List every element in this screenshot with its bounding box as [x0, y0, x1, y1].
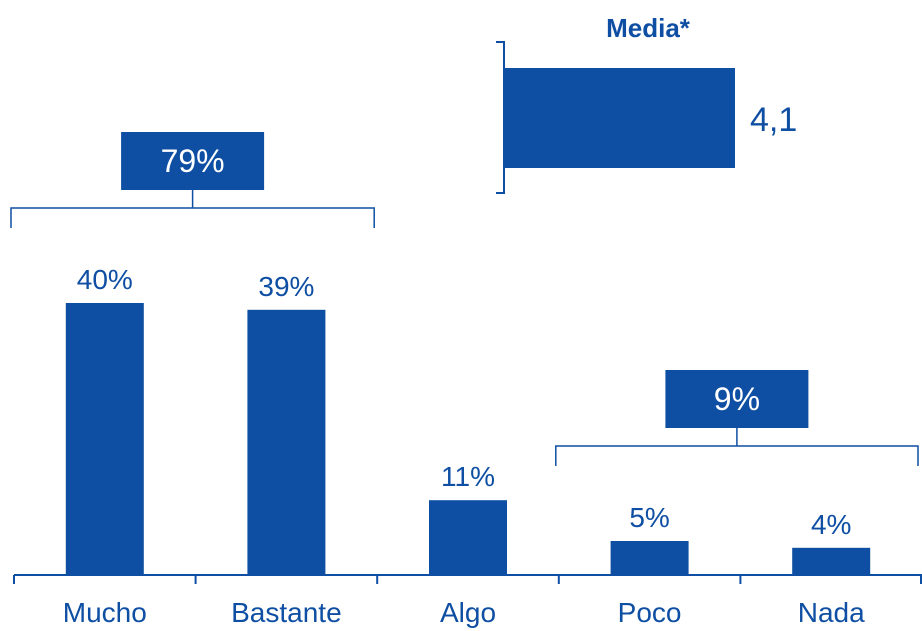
summary-bracket — [496, 41, 505, 194]
group-bracket — [555, 445, 919, 466]
bar-algo — [429, 500, 507, 575]
bar-bastante — [247, 309, 326, 575]
bars: 40% 39% 11% 5% 4% — [65, 264, 871, 575]
group-label: 79% — [161, 143, 225, 179]
summary-value-label: 4,1 — [750, 101, 797, 139]
data-label: 4% — [811, 509, 851, 540]
bar-poco — [610, 541, 689, 575]
category-label: Poco — [618, 597, 682, 628]
group-brackets: 79% 9% — [10, 132, 919, 466]
group-label: 9% — [714, 381, 760, 417]
category-label: Mucho — [63, 597, 147, 628]
group-label-box — [121, 132, 265, 190]
data-label: 5% — [629, 502, 669, 533]
category-label: Nada — [798, 597, 865, 628]
bar-nada — [792, 547, 871, 575]
summary-title: Media* — [606, 13, 691, 43]
summary-bar — [503, 68, 735, 168]
category-label: Algo — [440, 597, 496, 628]
data-label: 40% — [77, 264, 133, 295]
group-bracket — [10, 207, 375, 228]
x-axis: Mucho Bastante Algo Poco Nada — [13, 574, 922, 628]
data-label: 11% — [441, 461, 495, 492]
category-label: Bastante — [231, 597, 342, 628]
bar-mucho — [65, 303, 144, 575]
data-label: 39% — [258, 271, 314, 302]
group-label-box — [665, 370, 809, 428]
